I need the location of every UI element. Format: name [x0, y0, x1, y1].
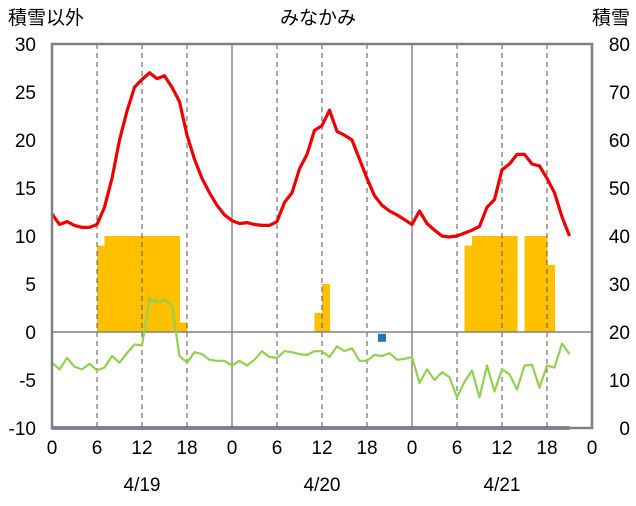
left-tick-label: 10	[15, 227, 36, 248]
precip-bar	[149, 236, 158, 332]
precip-bar	[119, 236, 128, 332]
right-tick-label: 0	[619, 419, 630, 440]
precip-bar	[479, 236, 488, 332]
date-label: 4/20	[304, 475, 341, 496]
precip-bar	[157, 236, 166, 332]
precip-bar	[494, 236, 503, 332]
x-tick-label: 12	[131, 438, 152, 459]
left-tick-label: 25	[15, 83, 36, 104]
grid	[52, 44, 592, 428]
right-tick-label: 30	[609, 275, 630, 296]
precip-bar	[164, 236, 173, 332]
x-tick-label: 0	[407, 438, 418, 459]
x-tick-label: 6	[452, 438, 463, 459]
x-tick-label: 6	[272, 438, 283, 459]
precip-bar	[539, 236, 548, 332]
precip-bar	[127, 236, 136, 332]
precip-bar	[532, 236, 541, 332]
precip-bar	[172, 236, 181, 332]
precip-bar	[322, 284, 331, 332]
x-tick-label: 18	[356, 438, 377, 459]
left-tick-label: 20	[15, 131, 36, 152]
precip-bar	[472, 236, 481, 332]
left-axis-title: 積雪以外	[8, 7, 84, 29]
left-tick-label: 0	[25, 323, 36, 344]
right-tick-label: 40	[609, 227, 630, 248]
plot-frame	[50, 42, 594, 430]
precip-bar	[464, 245, 473, 332]
precip-bar	[104, 236, 113, 332]
chart-title: みなかみ	[280, 8, 356, 29]
dew-point-line	[51, 297, 571, 399]
x-tick-label: 18	[536, 438, 557, 459]
right-tick-label: 50	[609, 179, 630, 200]
right-tick-label: 10	[609, 371, 630, 392]
x-tick-label: 12	[311, 438, 332, 459]
precip-bar	[142, 236, 151, 332]
date-label: 4/21	[484, 475, 521, 496]
precip-bar	[502, 236, 511, 332]
left-tick-label: 15	[15, 179, 36, 200]
x-tick-label: 18	[176, 438, 197, 459]
precip-bar	[134, 236, 143, 332]
precip-bar	[524, 236, 533, 332]
precip-bar	[112, 236, 121, 332]
x-tick-label: 0	[227, 438, 238, 459]
date-label: 4/19	[124, 475, 161, 496]
right-axis-title: 積雪	[592, 7, 630, 29]
x-tick-label: 12	[491, 438, 512, 459]
temperature-line	[50, 71, 571, 239]
precip-bar	[487, 236, 496, 332]
left-tick-label: 5	[25, 275, 36, 296]
right-tick-label: 20	[609, 323, 630, 344]
data-marker	[378, 333, 386, 342]
precip-bar	[179, 322, 188, 332]
x-tick-label: 6	[92, 438, 103, 459]
precip-bar	[509, 236, 518, 332]
right-tick-label: 80	[609, 35, 630, 56]
plot-border	[50, 42, 594, 430]
left-tick-label: -10	[9, 419, 36, 440]
x-tick-label: 0	[47, 438, 58, 459]
left-tick-label: -5	[19, 371, 36, 392]
left-tick-label: 30	[15, 35, 36, 56]
precip-bar	[547, 264, 556, 332]
precip-bar	[314, 312, 323, 332]
x-tick-label: 0	[587, 438, 598, 459]
right-tick-label: 60	[609, 131, 630, 152]
precipitation-bars	[97, 236, 556, 332]
precip-bar	[97, 245, 106, 332]
right-tick-label: 70	[609, 83, 630, 104]
